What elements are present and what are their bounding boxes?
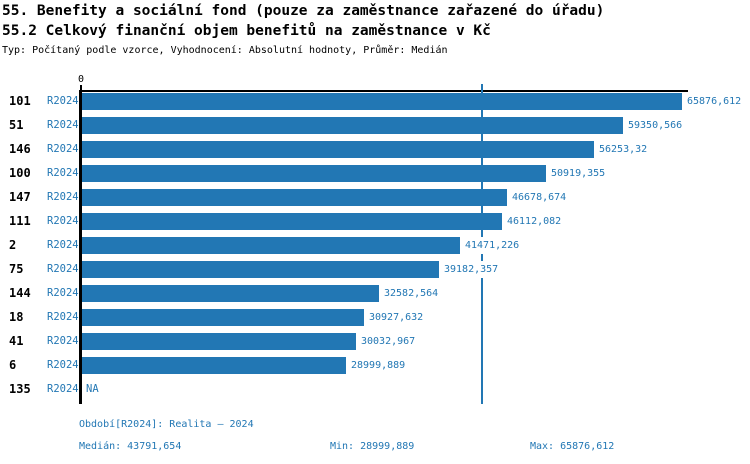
bar — [82, 261, 439, 278]
row-id-label: 2 — [9, 238, 17, 252]
bar-value-label: 65876,612 — [686, 93, 743, 110]
row-period-label: R2024 — [47, 311, 79, 323]
chart-row: 144 R2024 32582,564 — [0, 285, 750, 302]
row-period-label: R2024 — [47, 119, 79, 131]
row-id-label: 6 — [9, 358, 17, 372]
row-period-label: R2024 — [47, 167, 79, 179]
bar-value-label: 28999,889 — [350, 357, 407, 374]
bar-value-label: 39182,357 — [443, 261, 500, 278]
report-title: 55. Benefity a sociální fond (pouze za z… — [2, 3, 605, 19]
chart-row: 146 R2024 56253,32 — [0, 141, 750, 158]
chart-row: 101 R2024 65876,612 — [0, 93, 750, 110]
row-id-label: 146 — [9, 142, 31, 156]
row-period-label: R2024 — [47, 95, 79, 107]
chart-row: 135 R2024 NA — [0, 381, 750, 398]
row-id-label: 135 — [9, 382, 31, 396]
report-subtitle: 55.2 Celkový finanční objem benefitů na … — [2, 23, 491, 39]
row-id-label: 111 — [9, 214, 31, 228]
bar — [82, 165, 546, 182]
bar-value-label: 46112,082 — [506, 213, 563, 230]
chart-row: 75 R2024 39182,357 — [0, 261, 750, 278]
row-period-label: R2024 — [47, 191, 79, 203]
row-period-label: R2024 — [47, 263, 79, 275]
row-id-label: 101 — [9, 94, 31, 108]
row-period-label: R2024 — [47, 215, 79, 227]
bar — [82, 285, 379, 302]
report-meta: Typ: Počítaný podle vzorce, Vyhodnocení:… — [2, 45, 448, 56]
bar — [82, 309, 364, 326]
row-id-label: 144 — [9, 286, 31, 300]
footer-max: Max: 65876,612 — [530, 441, 615, 452]
chart-row: 6 R2024 28999,889 — [0, 357, 750, 374]
row-period-label: R2024 — [47, 143, 79, 155]
row-id-label: 147 — [9, 190, 31, 204]
row-id-label: 100 — [9, 166, 31, 180]
bar — [82, 189, 507, 206]
row-id-label: 18 — [9, 310, 24, 324]
bar — [82, 237, 460, 254]
chart-row: 51 R2024 59350,566 — [0, 117, 750, 134]
row-id-label: 75 — [9, 262, 24, 276]
bar-value-label: 32582,564 — [383, 285, 440, 302]
bar-value-label: 59350,566 — [627, 117, 684, 134]
bar-value-label: 56253,32 — [598, 141, 649, 158]
footer-period-info: Období[R2024]: Realita – 2024 — [79, 419, 254, 430]
chart-row: 111 R2024 46112,082 — [0, 213, 750, 230]
row-na-label: NA — [85, 381, 100, 398]
bar — [82, 213, 502, 230]
y-axis-line — [79, 90, 82, 404]
bar-value-label: 30032,967 — [360, 333, 417, 350]
row-period-label: R2024 — [47, 383, 79, 395]
x-axis-tick — [80, 85, 82, 91]
bar-value-label: 30927,632 — [368, 309, 425, 326]
bar — [82, 357, 346, 374]
row-period-label: R2024 — [47, 335, 79, 347]
row-period-label: R2024 — [47, 287, 79, 299]
chart-row: 2 R2024 41471,226 — [0, 237, 750, 254]
row-period-label: R2024 — [47, 239, 79, 251]
chart-row: 100 R2024 50919,355 — [0, 165, 750, 182]
bar — [82, 93, 682, 110]
chart-row: 41 R2024 30032,967 — [0, 333, 750, 350]
footer-median: Medián: 43791,654 — [79, 441, 182, 452]
row-id-label: 51 — [9, 118, 24, 132]
chart-row: 18 R2024 30927,632 — [0, 309, 750, 326]
bar-value-label: 46678,674 — [511, 189, 568, 206]
row-id-label: 41 — [9, 334, 24, 348]
row-period-label: R2024 — [47, 359, 79, 371]
bar — [82, 141, 594, 158]
bar — [82, 333, 356, 350]
bar-value-label: 41471,226 — [464, 237, 521, 254]
footer-min: Min: 28999,889 — [330, 441, 415, 452]
bar-value-label: 50919,355 — [550, 165, 607, 182]
x-axis-line — [79, 90, 688, 92]
chart-row: 147 R2024 46678,674 — [0, 189, 750, 206]
x-axis-zero-label: 0 — [77, 74, 85, 85]
bar — [82, 117, 623, 134]
